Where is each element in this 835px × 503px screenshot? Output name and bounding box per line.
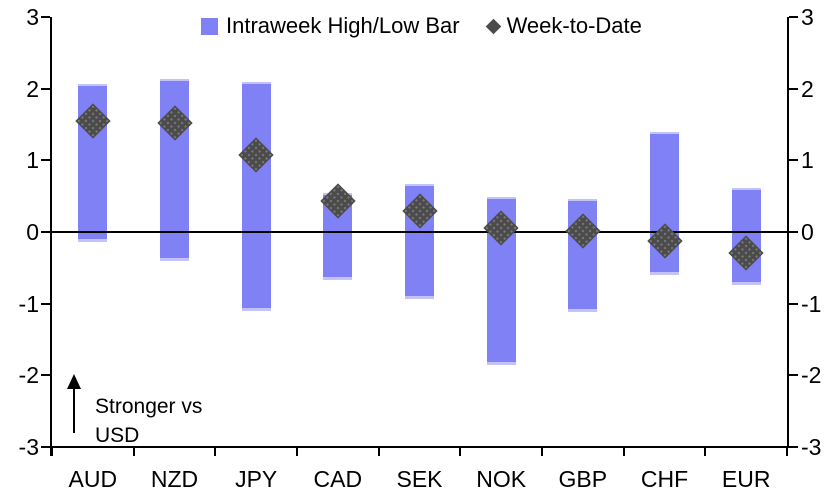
y-tick-label-right: -1: [801, 290, 822, 317]
x-category-label: CHF: [640, 466, 689, 492]
y-tick-left: [41, 159, 50, 162]
legend-label-week-to-date: Week-to-Date: [506, 13, 642, 38]
y-tick-left: [41, 446, 50, 448]
y-tick-label-right: 3: [801, 4, 814, 30]
y-tick-label-left: 1: [26, 147, 39, 174]
x-category-label: AUD: [68, 466, 118, 492]
x-category-label: JPY: [235, 466, 278, 492]
legend-label-intraweek: Intraweek High/Low Bar: [226, 13, 460, 38]
y-tick-label-left: -2: [18, 362, 39, 389]
y-tick-label-right: 2: [801, 75, 814, 102]
x-tick: [296, 447, 298, 456]
y-tick-label-left: 2: [26, 75, 39, 102]
y-tick-left: [41, 374, 50, 377]
legend-item-intraweek-bar: Intraweek High/Low Bar: [201, 13, 460, 39]
x-tick: [622, 447, 625, 456]
y-axis-right: [787, 17, 789, 447]
y-tick-left: [41, 16, 50, 18]
y-tick-label-right: -2: [801, 362, 822, 389]
x-category-label: SEK: [396, 466, 443, 492]
annotation-line-2: USD: [95, 424, 140, 447]
x-tick: [704, 447, 707, 456]
diamond-swatch-icon: [485, 18, 501, 34]
y-tick-right: [789, 159, 798, 162]
y-tick-right: [789, 374, 798, 377]
y-tick-label-right: -3: [801, 434, 822, 460]
chart-legend: Intraweek High/Low Bar Week-to-Date: [201, 10, 642, 42]
y-tick-right: [789, 87, 798, 90]
x-category-label: EUR: [721, 466, 771, 492]
y-tick-label-left: 3: [26, 4, 39, 30]
x-tick: [51, 447, 53, 456]
x-category-label: GBP: [558, 466, 608, 492]
stronger-vs-usd-annotation: Stronger vs USD: [95, 392, 202, 450]
y-tick-left: [41, 87, 50, 90]
y-tick-right: [789, 231, 798, 233]
y-tick-label-left: 0: [26, 219, 39, 245]
y-tick-right: [789, 16, 798, 18]
y-tick-label-left: -1: [18, 290, 39, 317]
intraweek-high-low-bar: [241, 82, 271, 311]
y-tick-right: [789, 446, 798, 448]
x-tick: [214, 447, 217, 456]
x-axis: [50, 446, 789, 448]
annotation-line-1: Stronger vs: [95, 395, 203, 418]
bar-swatch-icon: [201, 17, 218, 35]
x-tick: [541, 447, 543, 456]
y-axis-left: [50, 17, 52, 456]
y-tick-label-right: 0: [801, 219, 814, 245]
x-category-label: NOK: [476, 466, 527, 492]
up-arrow-head-icon: [67, 374, 81, 389]
y-tick-label-left: -3: [18, 434, 39, 460]
x-category-label: NZD: [150, 466, 199, 492]
legend-item-week-to-date: Week-to-Date: [485, 13, 642, 39]
x-tick: [377, 447, 380, 456]
zero-line: [52, 231, 787, 233]
x-tick: [786, 447, 788, 456]
y-tick-left: [41, 302, 50, 305]
y-tick-right: [789, 302, 798, 305]
x-category-label: CAD: [313, 466, 363, 492]
x-tick: [459, 447, 462, 456]
up-arrow-icon: [73, 387, 75, 433]
y-tick-label-right: 1: [801, 147, 814, 174]
y-tick-left: [41, 231, 50, 233]
x-tick: [132, 447, 135, 456]
